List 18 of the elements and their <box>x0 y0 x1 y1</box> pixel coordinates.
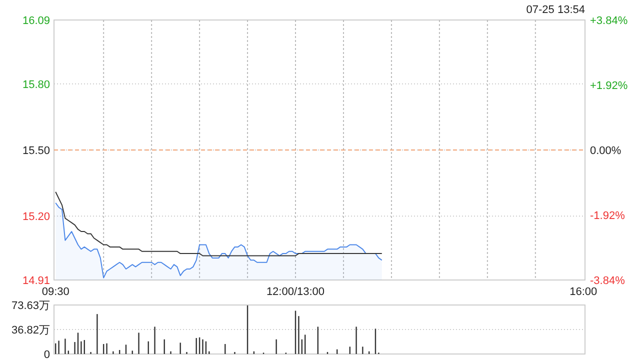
y2-tick-label: -1.92% <box>590 210 626 222</box>
line-series <box>55 191 382 256</box>
y-tick-label: 15.80 <box>22 78 50 91</box>
y2-tick-label: +1.92% <box>590 80 628 92</box>
x-tick-label: 09:30 <box>42 286 70 298</box>
y-tick-label: 36.82万 <box>11 324 50 336</box>
y-tick-label: 73.63万 <box>11 300 50 312</box>
y-tick-label: 16.09 <box>22 15 50 27</box>
y-tick-label: 14.91 <box>22 275 50 287</box>
y-tick-label: 15.50 <box>22 145 50 157</box>
x-tick-label: 16:00 <box>570 286 598 298</box>
y2-tick-label: +3.84% <box>590 15 628 27</box>
y2-tick-label: 0.00% <box>590 145 622 157</box>
x-tick-label: 12:00/13:00 <box>266 286 325 298</box>
text: 07-25 13:54 <box>526 4 585 16</box>
y-tick-label: 0 <box>44 349 50 360</box>
y-tick-label: 15.20 <box>22 211 50 224</box>
y2-tick-label: -3.84% <box>590 275 626 287</box>
